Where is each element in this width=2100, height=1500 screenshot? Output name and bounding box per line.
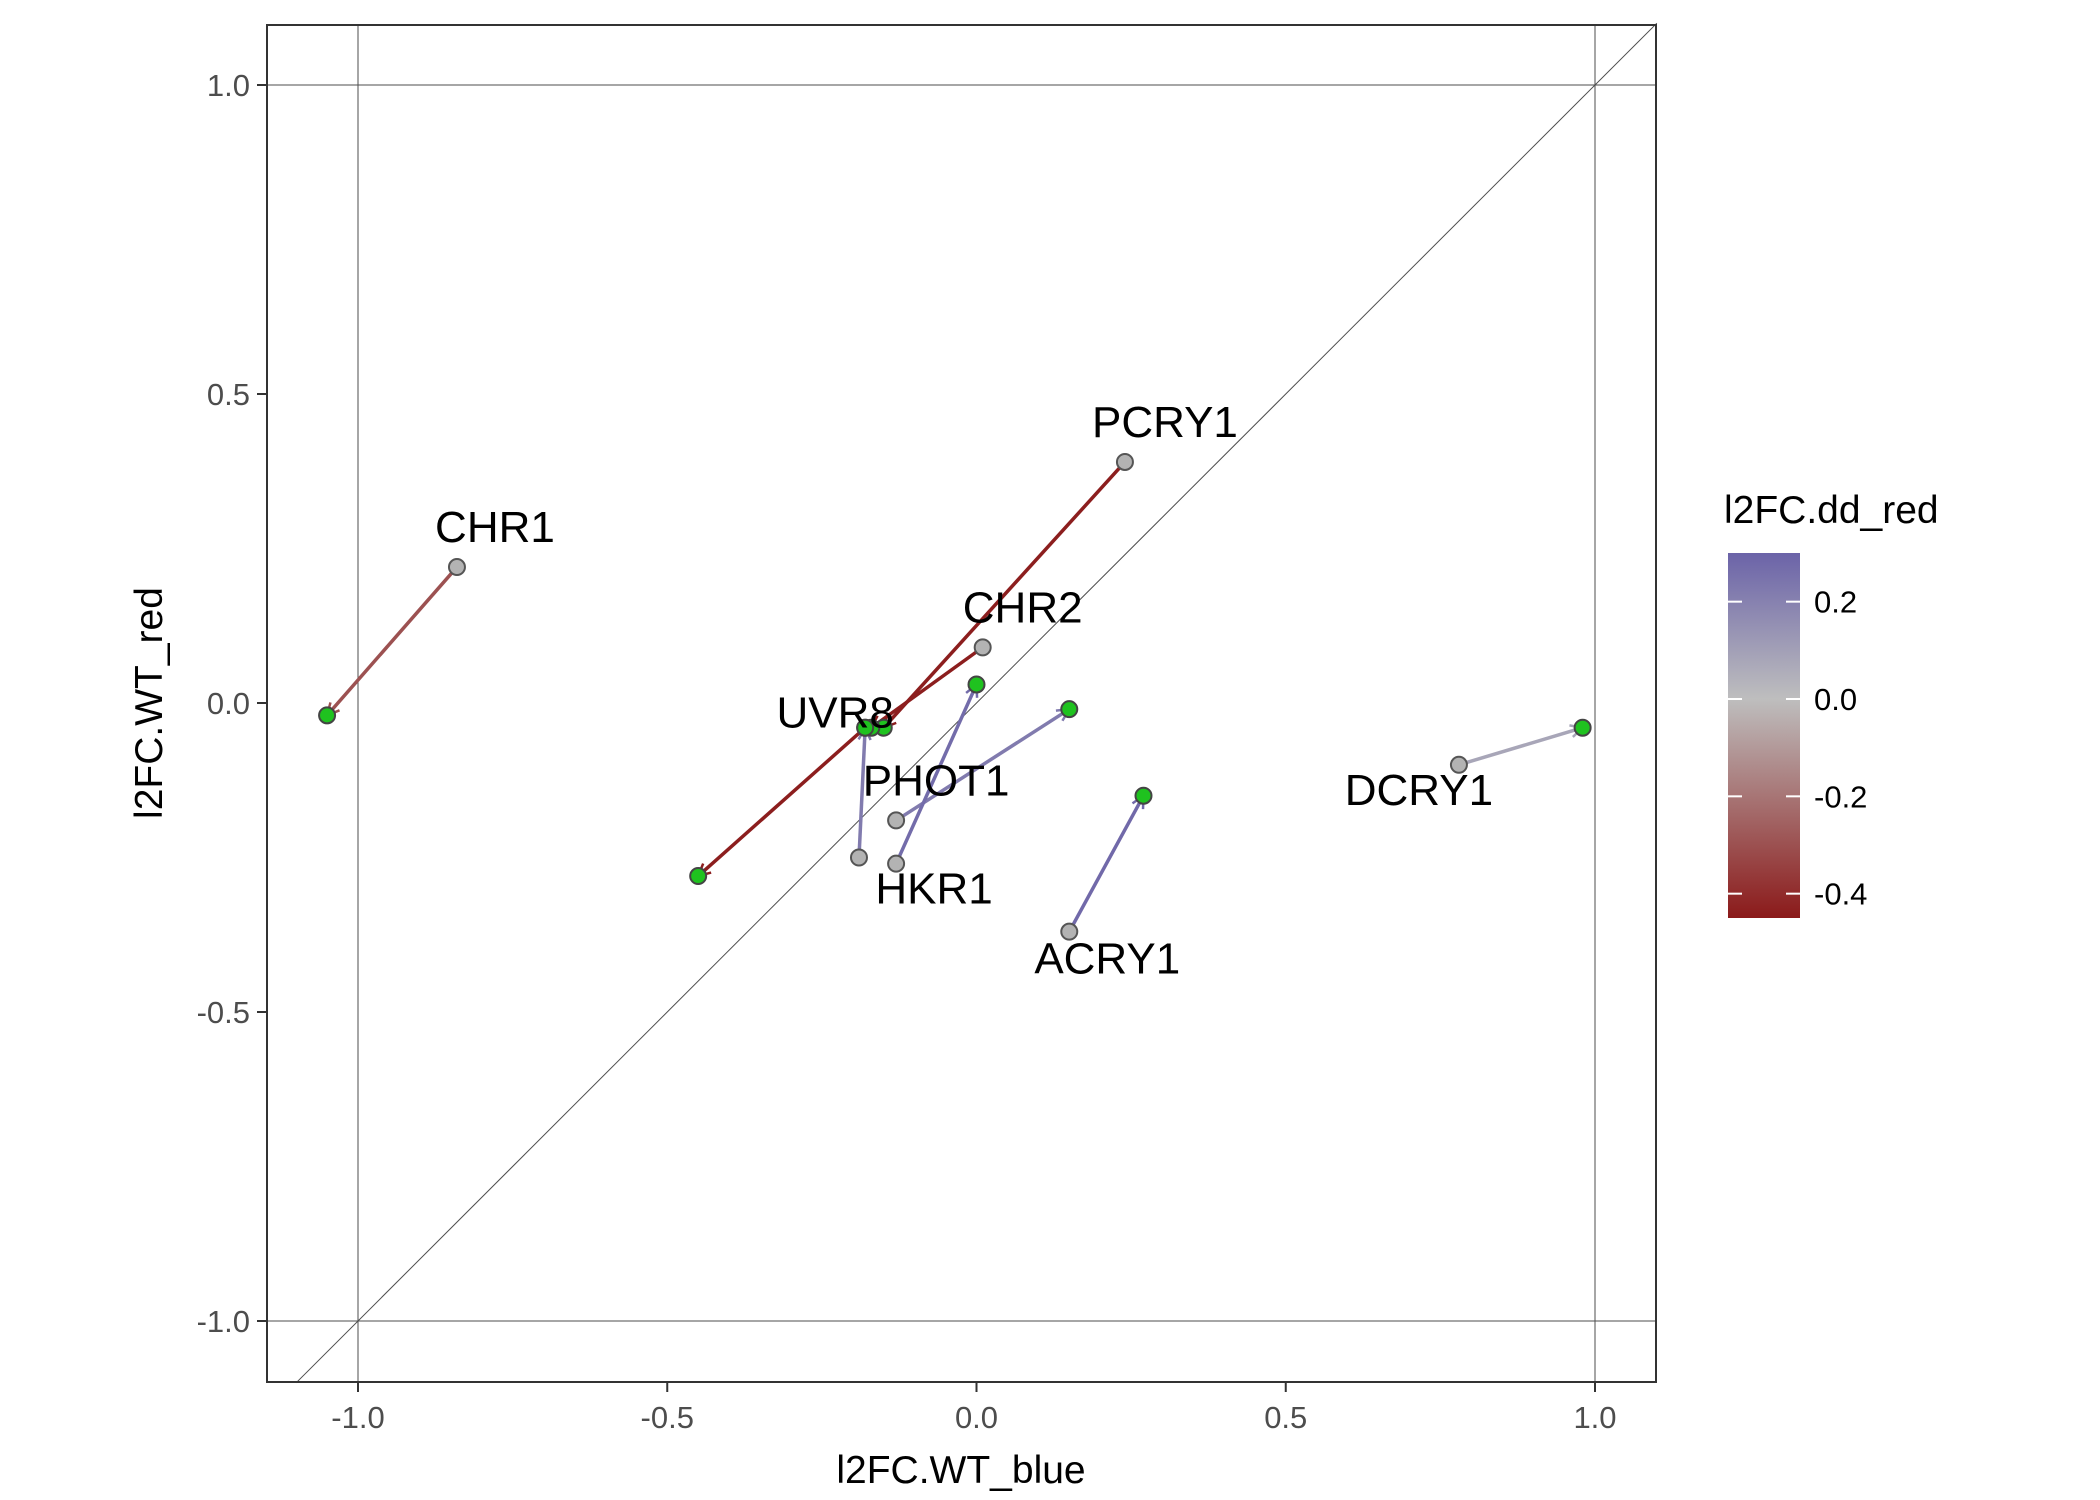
x-axis-title: l2FC.WT_blue [836,1449,1085,1492]
gene-label: ACRY1 [1034,935,1180,984]
gene-label: CHR2 [963,583,1083,632]
end-point [856,718,875,737]
gene-arrow-line [1458,726,1584,767]
legend-tick-label: 0.2 [1814,585,1857,620]
end-point [1134,786,1153,805]
y-tick-label: 1.0 [207,68,250,103]
start-point [973,638,992,657]
gene-label: PHOT1 [863,756,1010,805]
gene-arrow-line [325,565,459,717]
legend-title: l2FC.dd_red [1724,489,1939,532]
gene-arrow-line [882,460,1127,729]
gene-arrow-line [697,726,867,878]
end-point [318,706,337,725]
legend-tick-label: -0.2 [1814,779,1867,814]
y-axis-title: l2FC.WT_red [128,587,171,819]
identity-diagonal-line [295,22,1658,1384]
x-axis: -1.0 -0.5 0.0 0.5 1.0 [331,1382,1617,1435]
gene-arrow-line [870,645,984,730]
gene-arrow-line [1067,794,1146,933]
start-point [887,854,906,873]
x-tick-label: 0.5 [1264,1400,1307,1435]
legend-colorbar [1728,553,1800,918]
end-point [1573,718,1592,737]
x-tick-label: 0.0 [955,1400,998,1435]
gene-label: UVR8 [776,689,893,738]
gene-arrow-line [857,727,867,858]
x-tick-label: -1.0 [331,1400,384,1435]
gene-labels: PCRY1 CHR1 CHR2 UVR8 PHOT1 HKR1 ACRY1 DCRY1 [435,398,1493,984]
reference-lines [267,22,1658,1384]
end-point [689,867,708,886]
y-tick-label: 0.5 [207,377,250,412]
gene-points [318,452,1592,941]
gene-arrow-line [894,683,979,865]
start-point [849,848,868,867]
y-tick-label: -1.0 [197,1304,250,1339]
end-point [1060,700,1079,719]
start-point [1115,452,1134,471]
start-point [1449,755,1468,774]
y-tick-label: -0.5 [197,995,250,1030]
x-tick-label: 1.0 [1573,1400,1616,1435]
y-tick-label: 0.0 [207,686,250,721]
start-point [1060,922,1079,941]
legend-tick-label: -0.4 [1814,877,1867,912]
y-axis: -1.0 -0.5 0.0 0.5 1.0 [197,68,267,1339]
start-point [447,558,466,577]
start-point [887,811,906,830]
color-legend: l2FC.dd_red 0.2 0.0 -0.2 -0.4 [1724,489,1939,918]
legend-tick-label: 0.0 [1814,682,1857,717]
x-tick-label: -0.5 [641,1400,694,1435]
gene-label: HKR1 [875,865,992,914]
end-point [967,675,986,694]
gene-label: PCRY1 [1092,398,1238,447]
gene-label: CHR1 [435,503,555,552]
gene-label: DCRY1 [1345,766,1493,815]
